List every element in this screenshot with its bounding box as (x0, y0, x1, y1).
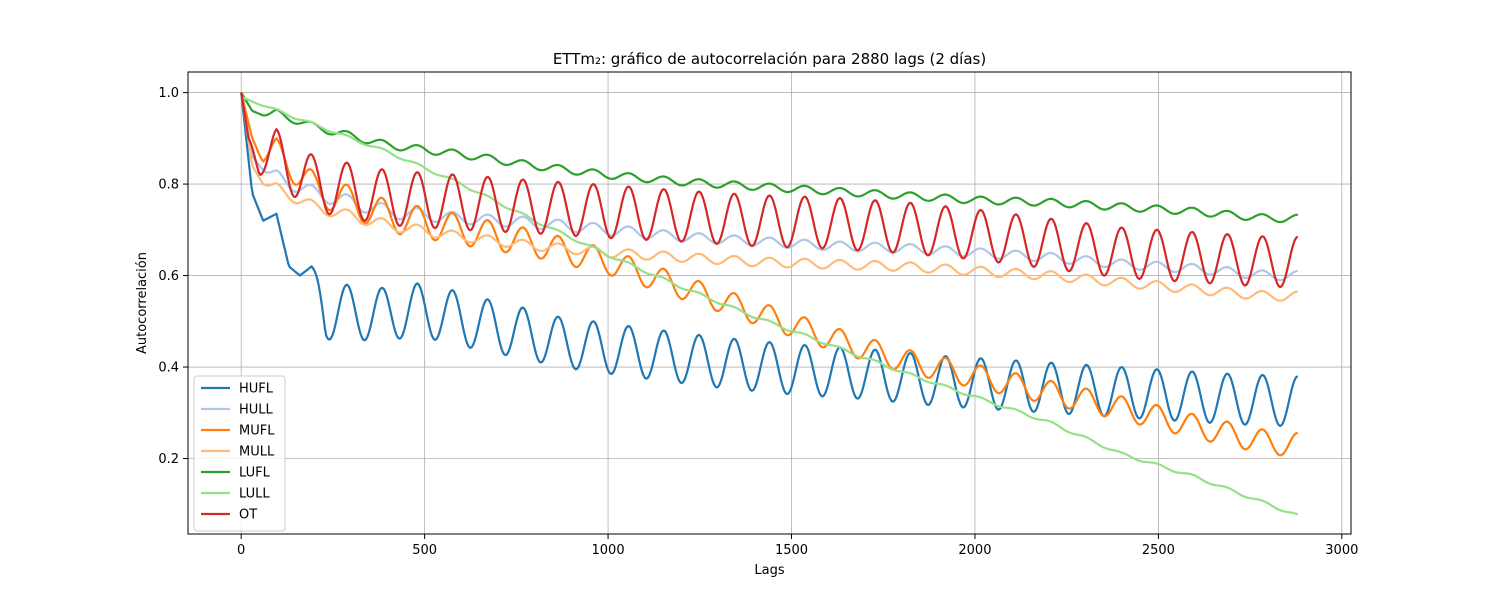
legend-label-mull: MULL (239, 445, 275, 460)
x-axis-label: Lags (754, 563, 784, 578)
series-line-lufl (240, 92, 1298, 224)
axis-ticks: 0 500 1000 1500 2000 2500 3000 0.2 0.4 0.6 0.8 1.0 (158, 86, 1358, 558)
series-lines (240, 92, 1299, 516)
series-line-mull (240, 92, 1298, 302)
y-tick-label: 0.2 (158, 452, 179, 467)
series-line-ot (240, 92, 1299, 289)
legend: HUFL HULL MUFL MULL LUFL LULL OT (193, 375, 286, 532)
legend-label-ot: OT (239, 508, 257, 523)
x-tick-label: 2500 (1142, 543, 1175, 558)
x-tick-label: 1000 (592, 543, 625, 558)
x-tick-label: 2000 (958, 543, 991, 558)
series-line-hull (240, 92, 1298, 282)
chart-title: ETTm₂: gráfico de autocorrelación para 2… (553, 50, 986, 68)
series-line-lull (240, 96, 1299, 516)
legend-label-lull: LULL (239, 487, 270, 502)
x-tick-label: 3000 (1325, 543, 1358, 558)
x-tick-label: 0 (237, 543, 245, 558)
legend-label-hufl: HUFL (239, 382, 274, 397)
legend-label-hull: HULL (239, 403, 274, 418)
y-tick-label: 0.6 (158, 269, 179, 284)
series-line-hufl (240, 92, 1299, 427)
y-tick-label: 0.4 (158, 361, 179, 376)
legend-label-mufl: MUFL (239, 424, 275, 439)
x-tick-label: 1500 (775, 543, 808, 558)
x-tick-label: 500 (412, 543, 437, 558)
legend-label-lufl: LUFL (239, 466, 271, 481)
plot-frame (187, 71, 1352, 535)
series-line-mufl (240, 92, 1299, 457)
y-tick-label: 1.0 (158, 86, 179, 101)
y-axis-label: Autocorrelación (135, 252, 150, 354)
y-tick-label: 0.8 (158, 178, 179, 193)
